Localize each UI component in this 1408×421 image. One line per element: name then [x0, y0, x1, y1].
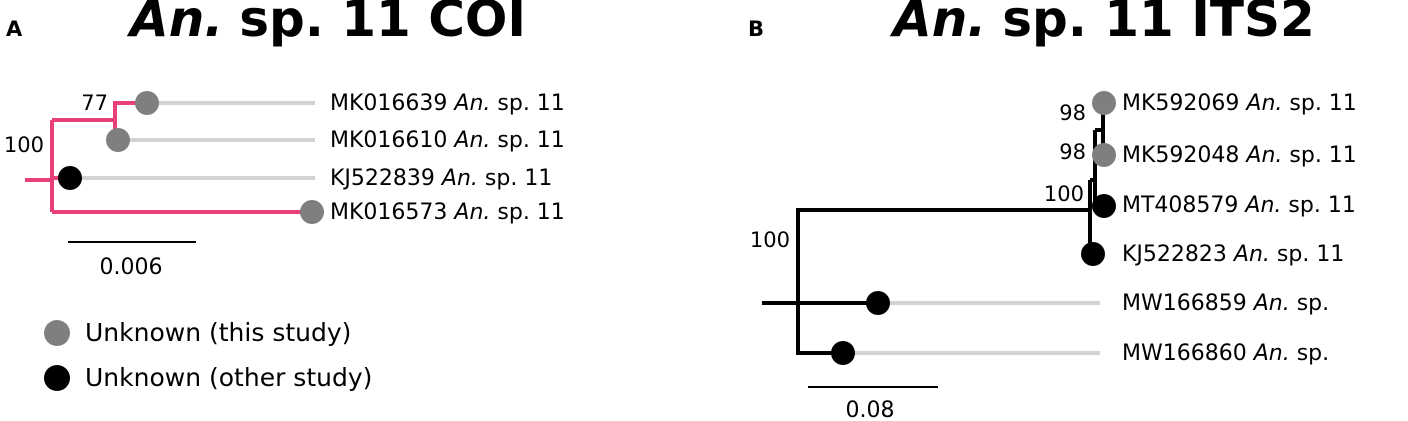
title-genus: An. — [889, 0, 986, 48]
tip-label: MT408579 An. sp. 11 — [1122, 193, 1356, 218]
genus: An. — [452, 200, 490, 225]
tip-label: MW166860 An. sp. — [1122, 341, 1329, 366]
genus: An. — [1252, 341, 1290, 366]
support-value: 77 — [81, 91, 108, 115]
tip-dot — [1092, 143, 1116, 167]
genus: An. — [1244, 91, 1282, 116]
species: sp. 11 — [1288, 193, 1355, 218]
accession: MT408579 — [1122, 193, 1238, 218]
species: sp. — [1297, 291, 1329, 316]
accession: MK592048 — [1122, 143, 1239, 168]
species: sp. 11 — [1277, 242, 1344, 267]
panel-title: An. sp. 11 COI — [126, 0, 526, 48]
legend-label: Unknown (other study) — [85, 363, 372, 392]
accession: MK592069 — [1122, 91, 1239, 116]
panel-title: An. sp. 11 ITS2 — [889, 0, 1315, 48]
branches — [25, 101, 312, 214]
tip-dot — [1092, 194, 1116, 218]
species: sp. 11 — [1289, 143, 1356, 168]
genus: An. — [440, 166, 478, 191]
panel-label: B — [748, 17, 764, 41]
tip-dot — [106, 128, 130, 152]
species: sp. 11 — [497, 128, 564, 153]
title-genus: An. — [126, 0, 223, 48]
tip-label: KJ522823 An. sp. 11 — [1122, 242, 1344, 267]
legend-marker — [44, 320, 70, 346]
accession: KJ522823 — [1122, 242, 1227, 267]
genus: An. — [452, 91, 490, 116]
title-rest: sp. 11 ITS2 — [1002, 0, 1314, 48]
tip-dot — [135, 91, 159, 115]
genus: An. — [1232, 242, 1270, 267]
accession: MK016573 — [330, 200, 447, 225]
tip-dot — [831, 341, 855, 365]
tip-label: MW166859 An. sp. — [1122, 291, 1329, 316]
support-value: 98 — [1059, 101, 1086, 125]
tip-label: MK592048 An. sp. 11 — [1122, 143, 1357, 168]
tip-label: MK592069 An. sp. 11 — [1122, 91, 1357, 116]
genus: An. — [452, 128, 490, 153]
genus: An. — [1243, 193, 1281, 218]
branches — [762, 103, 1105, 355]
accession: MK016610 — [330, 128, 447, 153]
species: sp. 11 — [497, 91, 564, 116]
tip-dot — [58, 166, 82, 190]
accession: MK016639 — [330, 91, 447, 116]
support-value: 100 — [1044, 182, 1084, 206]
legend-marker — [44, 365, 70, 391]
species: sp. 11 — [1289, 91, 1356, 116]
tree-a: 77 100 — [4, 91, 324, 224]
genus: An. — [1244, 143, 1282, 168]
support-value: 100 — [4, 133, 44, 157]
tip-label: MK016639 An. sp. 11 — [330, 91, 565, 116]
species: sp. — [1297, 341, 1329, 366]
tree-b: 98 98 100 100 — [750, 91, 1116, 365]
tip-dot — [1092, 91, 1116, 115]
panel-label: A — [6, 17, 23, 41]
support-value: 100 — [750, 228, 790, 252]
tip-label: KJ522839 An. sp. 11 — [330, 166, 552, 191]
species: sp. 11 — [497, 200, 564, 225]
tip-dot — [300, 200, 324, 224]
accession: MW166860 — [1122, 341, 1247, 366]
genus: An. — [1252, 291, 1290, 316]
legend-label: Unknown (this study) — [85, 318, 351, 347]
tip-dot — [1081, 242, 1105, 266]
accession: KJ522839 — [330, 166, 435, 191]
tip-label: MK016573 An. sp. 11 — [330, 200, 565, 225]
tip-dot — [866, 291, 890, 315]
accession: MW166859 — [1122, 291, 1247, 316]
species: sp. 11 — [485, 166, 552, 191]
title-rest: sp. 11 COI — [239, 0, 526, 48]
tip-label: MK016610 An. sp. 11 — [330, 128, 565, 153]
scale-label: 0.006 — [100, 255, 163, 280]
support-value: 98 — [1059, 140, 1086, 164]
scale-label: 0.08 — [846, 398, 895, 421]
